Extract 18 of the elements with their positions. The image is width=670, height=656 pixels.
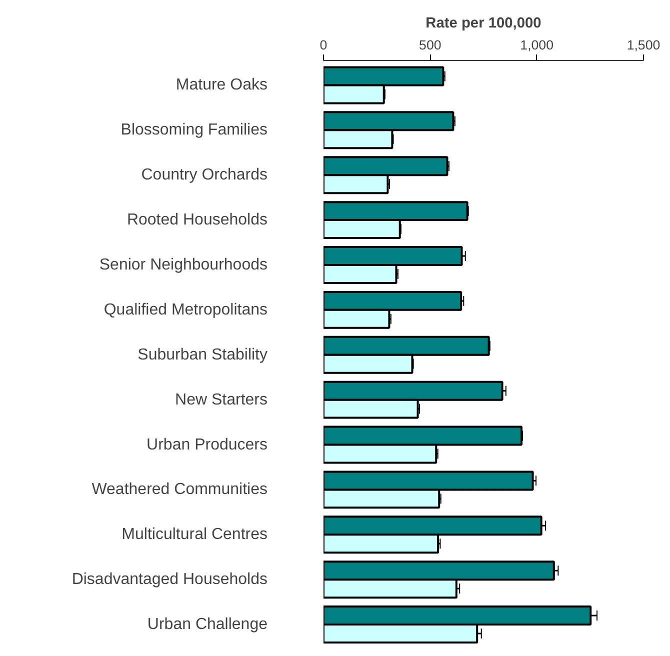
y-tick-label: Mature Oaks (176, 76, 268, 94)
y-tick-label: Senior Neighbourhoods (99, 256, 268, 274)
y-tick-label: Urban Producers (146, 436, 268, 454)
x-tick-label: 500 (419, 38, 442, 52)
y-tick-label: Urban Challenge (147, 616, 268, 634)
x-axis-title: Rate per 100,000 (426, 16, 542, 32)
y-tick-label: New Starters (175, 391, 268, 408)
y-tick-label: Rooted Households (126, 212, 268, 229)
x-tick-label: 1,000 (520, 38, 554, 52)
y-tick-label: Weathered Communities (92, 481, 268, 498)
y-tick-label: Suburban Stability (138, 346, 268, 364)
y-tick-label: Blossoming Families (120, 122, 268, 139)
y-tick-label: Country Orchards (141, 166, 268, 184)
x-tick-label: 0 (320, 38, 328, 52)
x-tick-label: 1,500 (626, 38, 660, 52)
y-tick-label: Qualified Metropolitans (104, 301, 268, 318)
y-tick-label: Disadvantaged Households (72, 571, 268, 588)
y-tick-label: Multicultural Centres (122, 526, 268, 544)
